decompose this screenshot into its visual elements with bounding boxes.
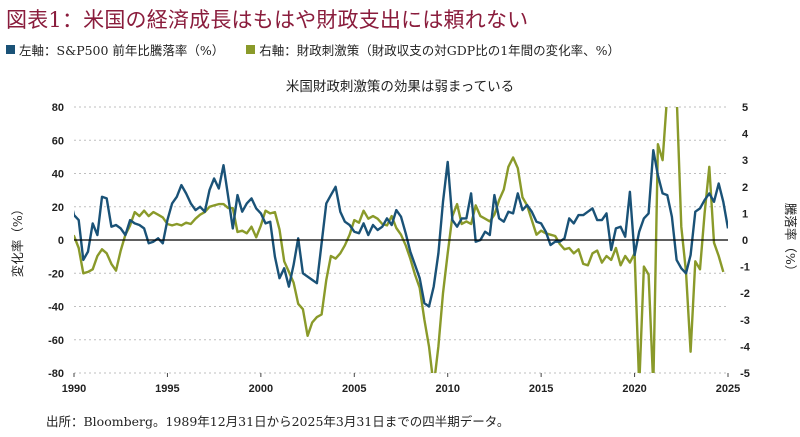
y-tick-label-right: -2	[740, 288, 750, 300]
y-tick-label-left: -40	[48, 302, 64, 314]
y-tick-label-right: -4	[740, 341, 751, 353]
figure-title: 図表1：米国の経済成長はもはや財政支出には頼れない	[6, 8, 529, 32]
y-axis-right: 5 4 3 2 1 0 -1 -2 -3 -4 -5	[740, 102, 751, 380]
series-line-sp500	[74, 149, 728, 308]
y-tick-label-right: -5	[740, 368, 750, 380]
y-axis-left-title: 変化率（%）	[10, 203, 25, 277]
y-tick-label-left: -80	[48, 368, 64, 380]
y-tick-label-right: -1	[740, 262, 750, 274]
y-tick-label-left: 80	[52, 102, 64, 114]
legend: 左軸：S&P500 前年比騰落率（%） 右軸：財政刺激策（財政収支の対GDP比の…	[6, 40, 638, 59]
y-axis-left: 80 60 40 20 0 -20 -40 -60 -80	[48, 102, 64, 380]
chart-subtitle: 米国財政刺激策の効果は弱まっている	[286, 78, 514, 95]
y-axis-right-title: 騰落率（%）	[783, 203, 798, 277]
y-tick-label-left: -20	[48, 268, 64, 280]
x-tick-label: 2005	[342, 383, 366, 395]
x-tick-label: 2000	[249, 383, 273, 395]
y-tick-label-left: 40	[52, 169, 64, 181]
legend-label-sp500: 左軸：S&P500 前年比騰落率（%）	[19, 43, 225, 58]
x-tick-label: 1990	[62, 383, 86, 395]
y-tick-label-left: -60	[48, 335, 64, 347]
x-tick-label: 1995	[155, 383, 179, 395]
x-tick-label: 2025	[716, 383, 740, 395]
series-line-fiscal	[74, 107, 725, 373]
y-tick-label-left: 0	[58, 235, 64, 247]
y-tick-label-left: 60	[52, 135, 64, 147]
x-tick-label: 2015	[529, 383, 553, 395]
y-tick-label-right: 4	[742, 129, 749, 141]
grid-lines	[74, 106, 728, 374]
y-tick-label-left: 20	[52, 202, 64, 214]
legend-item-fiscal: 右軸：財政刺激策（財政収支の対GDP比の1年間の変化率、%）	[246, 40, 620, 59]
series-group	[74, 107, 728, 373]
legend-swatch-fiscal	[246, 45, 256, 54]
x-tick-label: 2010	[435, 383, 459, 395]
x-tick-label: 2020	[622, 383, 646, 395]
y-tick-label-right: 0	[742, 235, 748, 247]
y-tick-label-right: -3	[740, 315, 750, 327]
y-tick-label-right: 5	[742, 102, 748, 114]
x-axis: 1990 1995 2000 2005 2010 2015 2020 2025	[62, 373, 740, 395]
legend-item-sp500: 左軸：S&P500 前年比騰落率（%）	[6, 40, 224, 59]
y-tick-label-right: 2	[742, 182, 748, 194]
source-note: 出所：Bloomberg。1989年12月31日から2025年3月31日までの四…	[46, 414, 510, 429]
y-tick-label-right: 1	[742, 208, 748, 220]
legend-label-fiscal: 右軸：財政刺激策（財政収支の対GDP比の1年間の変化率、%）	[259, 43, 621, 58]
y-tick-label-right: 3	[742, 155, 748, 167]
legend-swatch-sp500	[6, 45, 15, 54]
